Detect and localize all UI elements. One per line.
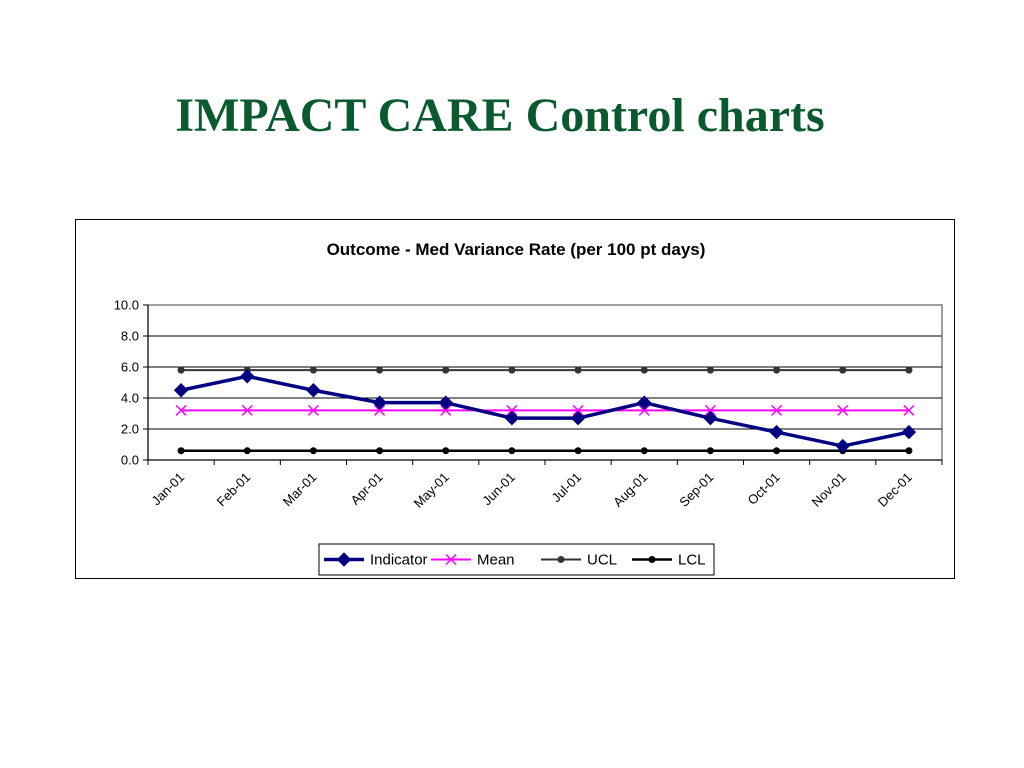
x-tick-label: Apr-01 [347,470,385,508]
legend-item-lcl: LCL [632,552,706,569]
data-point-mean-stroke [307,404,319,416]
data-point-indicator [504,410,520,426]
chart-title: Outcome - Med Variance Rate (per 100 pt … [327,240,706,259]
data-point-indicator [372,395,387,410]
data-point-indicator [637,395,652,410]
data-point-indicator [901,424,917,440]
x-tick-label: Jan-01 [148,470,187,509]
legend-marker [445,553,457,566]
data-point-ucl [177,366,185,374]
data-point-lcl [773,447,781,455]
data-point-indicator [769,424,784,440]
slide-title: IMPACT CARE Control charts [175,89,825,142]
x-tick-label: Oct-01 [745,470,783,508]
data-point-mean [175,404,187,416]
data-point-ucl [442,366,450,374]
data-point-mean-stroke [771,404,783,416]
data-point-mean-stroke [241,404,253,416]
data-point-indicator [173,383,189,398]
x-tick-label: Aug-01 [610,470,650,510]
legend: Indicator Mean UCL LCL [318,543,715,576]
legend-label: UCL [587,552,617,569]
legend-marker-stroke [445,553,457,566]
data-point-lcl [309,447,317,455]
x-tick-label: Jun-01 [479,470,518,509]
data-point-mean [374,404,386,416]
data-point-lcl [243,447,251,455]
data-point-ucl [508,366,516,374]
data-point-lcl [177,447,185,455]
data-point-mean-stroke [506,404,518,416]
legend-label: LCL [678,552,706,569]
series-line-indicator [180,374,910,448]
data-point-ucl [640,366,648,374]
x-tick-label: Dec-01 [875,470,915,510]
data-point-lcl [574,447,582,455]
data-point-mean [771,404,783,416]
x-tick-label: Feb-01 [214,470,254,510]
data-point-mean-stroke [704,404,716,416]
y-tick-label: 4.0 [121,391,139,406]
y-tick-label: 6.0 [121,360,139,375]
data-point-mean-stroke [903,404,915,416]
x-tick-label: Jul-01 [549,470,585,506]
data-point-mean [440,404,452,416]
data-point-indicator [438,395,453,410]
x-tick-label: May-01 [411,470,452,511]
x-tick-label: Nov-01 [809,470,849,510]
data-point-mean-stroke [175,404,187,416]
data-point-mean [506,404,518,416]
data-point-mean [638,404,650,416]
legend-label: Indicator [370,552,428,569]
data-point-mean [572,404,584,416]
data-point-mean [903,404,915,416]
data-point-lcl [376,447,384,455]
data-point-lcl [905,447,913,455]
y-tick-label: 2.0 [121,422,139,437]
plot-background [147,304,943,461]
plot-area: 0.0 2.0 4.0 6.0 8.0 10.0 Jan-01 Feb-01 Mar-01 Apr… [114,298,943,511]
x-tick-label: Mar-01 [280,470,320,510]
data-point-mean-stroke [374,404,386,416]
data-point-indicator [835,438,850,454]
legend-marker [648,556,656,563]
data-point-indicator [240,369,255,384]
legend-marker [557,556,565,563]
legend-item-ucl: UCL [541,552,617,569]
x-tick-label: Sep-01 [676,470,716,510]
legend-label: Mean [477,552,515,569]
data-point-mean [837,404,849,416]
data-point-lcl [706,447,714,455]
data-point-ucl [773,366,781,374]
y-tick-label: 10.0 [114,298,139,313]
data-point-ucl [706,366,714,374]
data-point-mean [307,404,319,416]
data-point-indicator [703,410,718,426]
y-tick-label: 0.0 [121,453,139,468]
legend-marker [336,552,352,567]
data-point-lcl [508,447,516,455]
data-point-ucl [839,366,847,374]
data-point-mean-stroke [572,404,584,416]
data-point-indicator [570,410,586,426]
data-point-ucl [376,366,384,374]
data-point-mean-stroke [440,404,452,416]
data-point-lcl [442,447,450,455]
legend-item-indicator: Indicator [324,552,428,569]
data-point-mean-stroke [837,404,849,416]
data-point-mean [241,404,253,416]
data-point-ucl [905,366,913,374]
data-point-mean [704,404,716,416]
data-point-ucl [574,366,582,374]
data-point-lcl [640,447,648,455]
data-point-ucl [309,366,317,374]
legend-item-mean: Mean [431,552,515,569]
data-point-indicator [306,383,321,398]
chart-frame: Outcome - Med Variance Rate (per 100 pt … [75,219,955,579]
y-tick-label: 8.0 [121,329,139,344]
chart-svg: Outcome - Med Variance Rate (per 100 pt … [114,240,943,576]
data-point-mean-stroke [638,404,650,416]
